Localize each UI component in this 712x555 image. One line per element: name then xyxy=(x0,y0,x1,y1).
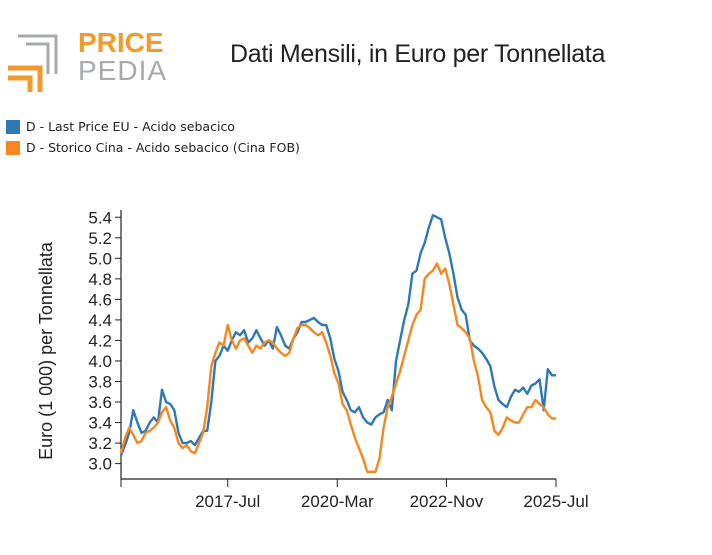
logo-mark-icon xyxy=(8,34,58,92)
series-line-0 xyxy=(119,214,556,456)
logo-text-bottom: PEDIA xyxy=(78,55,166,86)
y-tick-label: 3.8 xyxy=(88,372,112,391)
x-tick-label: 2020-Mar xyxy=(301,492,374,511)
legend-swatch-orange xyxy=(6,140,20,155)
legend-entry-orange[interactable]: D - Storico Cina - Acido sebacico (Cina … xyxy=(6,140,300,155)
pricepedia-logo: PRICE PEDIA xyxy=(8,27,166,92)
y-tick-label: 3.0 xyxy=(88,455,112,474)
x-tick-label: 2025-Jul xyxy=(523,492,588,511)
y-tick-label: 4.4 xyxy=(88,311,112,330)
chart-title: Dati Mensili, in Euro per Tonnellata xyxy=(230,40,606,68)
logo-text-top: PRICE xyxy=(78,27,164,58)
legend-swatch-blue xyxy=(6,119,20,134)
chart-axes: 3.0 3.23.4 3.6 3.84.0 4.24.4 4.64.8 5.05.2 5.4 2… xyxy=(88,208,588,511)
y-axis-label: Euro (1 000) per Tonnellata xyxy=(36,241,56,460)
y-tick-label: 3.6 xyxy=(88,393,112,412)
y-tick-label: 3.4 xyxy=(88,414,112,433)
y-tick-label: 5.0 xyxy=(88,249,112,268)
y-tick-label: 5.4 xyxy=(88,208,112,227)
series-line-1 xyxy=(119,262,556,473)
y-tick-label: 5.2 xyxy=(88,229,112,248)
x-tick-label: 2017-Jul xyxy=(195,492,260,511)
x-tick-label: 2022-Nov xyxy=(410,492,484,511)
y-tick-label: 4.0 xyxy=(88,352,112,371)
legend-label-orange: D - Storico Cina - Acido sebacico (Cina … xyxy=(26,140,300,155)
chart-series xyxy=(119,214,556,473)
y-tick-label: 3.2 xyxy=(88,434,112,453)
y-tick-label: 4.2 xyxy=(88,331,112,350)
y-tick-label: 4.6 xyxy=(88,290,112,309)
legend-entry-blue[interactable]: D - Last Price EU - Acido sebacico xyxy=(6,119,235,134)
y-tick-label: 4.8 xyxy=(88,270,112,289)
legend-label-blue: D - Last Price EU - Acido sebacico xyxy=(26,119,235,134)
